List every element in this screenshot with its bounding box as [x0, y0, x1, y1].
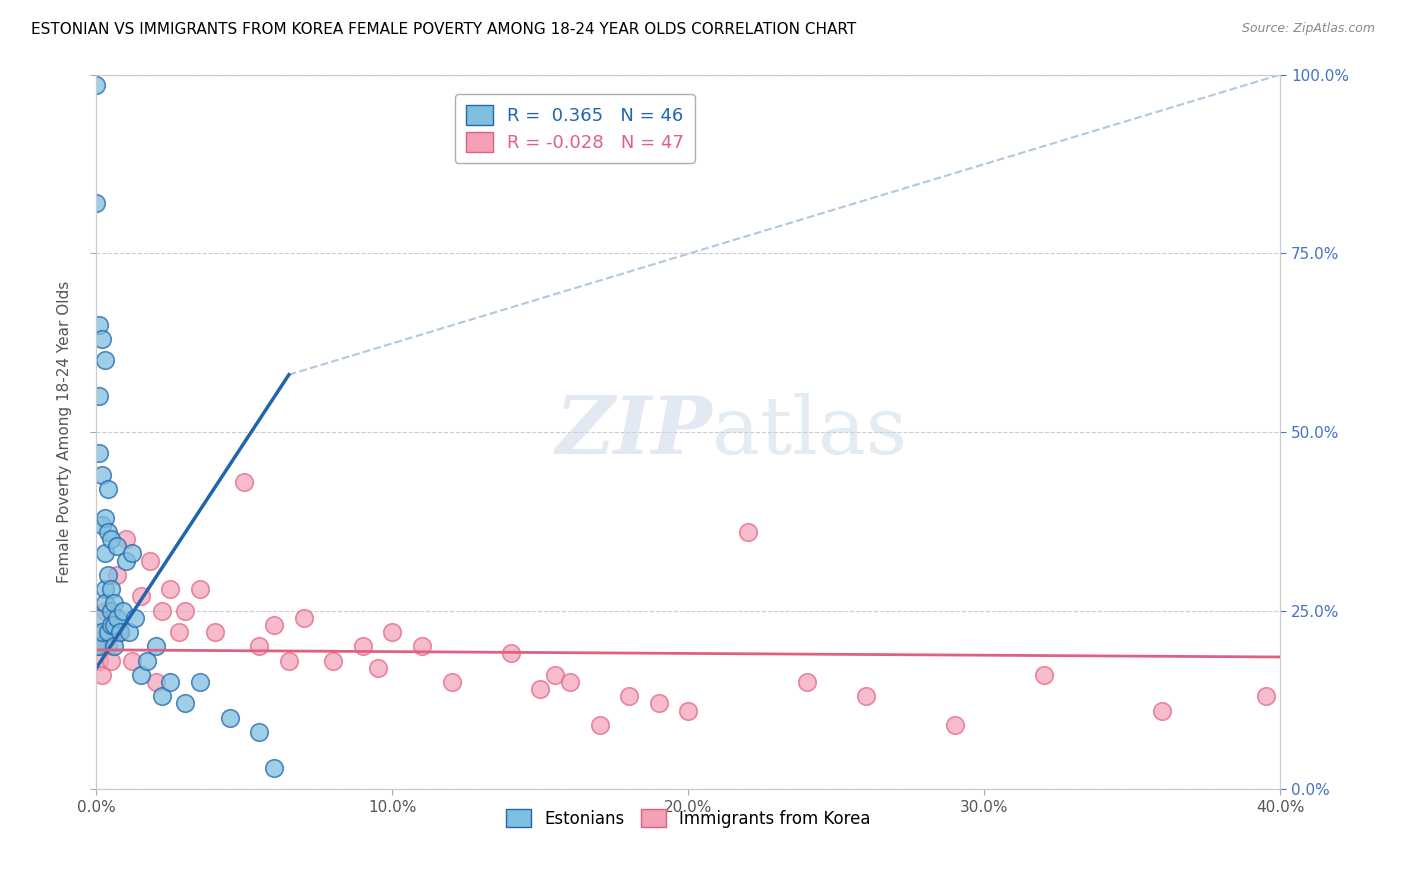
Point: [174, 603, 197, 617]
Point: [91, 517, 114, 532]
Point: [277, 654, 299, 668]
Point: [94, 510, 117, 524]
Point: [94, 596, 117, 610]
Point: [115, 532, 138, 546]
Point: [558, 675, 581, 690]
Point: [86, 640, 108, 654]
Point: [103, 596, 125, 610]
Point: [588, 718, 610, 732]
Point: [97, 567, 120, 582]
Text: Source: ZipAtlas.com: Source: ZipAtlas.com: [1241, 22, 1375, 36]
Point: [118, 625, 141, 640]
Point: [94, 546, 117, 560]
Point: [97, 625, 120, 640]
Legend: Estonians, Immigrants from Korea: Estonians, Immigrants from Korea: [499, 803, 877, 835]
Point: [129, 589, 152, 603]
Point: [943, 718, 966, 732]
Point: [121, 546, 143, 560]
Point: [89, 446, 111, 460]
Point: [247, 640, 270, 654]
Point: [1150, 704, 1173, 718]
Point: [100, 654, 122, 668]
Point: [648, 697, 671, 711]
Text: ESTONIAN VS IMMIGRANTS FROM KOREA FEMALE POVERTY AMONG 18-24 YEAR OLDS CORRELATI: ESTONIAN VS IMMIGRANTS FROM KOREA FEMALE…: [31, 22, 856, 37]
Point: [263, 617, 285, 632]
Point: [86, 78, 108, 93]
Point: [174, 697, 197, 711]
Point: [103, 625, 125, 640]
Point: [124, 610, 146, 624]
Point: [247, 725, 270, 739]
Point: [91, 467, 114, 482]
Point: [218, 711, 240, 725]
Point: [105, 610, 128, 624]
Point: [89, 389, 111, 403]
Point: [139, 553, 162, 567]
Point: [796, 675, 818, 690]
Point: [100, 603, 122, 617]
Point: [411, 640, 433, 654]
Point: [159, 582, 181, 596]
Point: [103, 640, 125, 654]
Point: [89, 318, 111, 332]
Point: [188, 675, 211, 690]
Point: [86, 640, 108, 654]
Point: [91, 668, 114, 682]
Point: [855, 690, 877, 704]
Point: [381, 625, 404, 640]
Point: [94, 582, 117, 596]
Point: [86, 196, 108, 211]
Point: [529, 682, 551, 697]
Point: [292, 610, 315, 624]
Point: [89, 654, 111, 668]
Point: [544, 668, 567, 682]
Point: [129, 668, 152, 682]
Point: [105, 567, 128, 582]
Point: [619, 690, 641, 704]
Point: [322, 654, 344, 668]
Point: [352, 640, 374, 654]
Point: [91, 332, 114, 346]
Point: [145, 640, 167, 654]
Y-axis label: Female Poverty Among 18-24 Year Olds: Female Poverty Among 18-24 Year Olds: [58, 281, 72, 583]
Point: [97, 524, 120, 539]
Point: [737, 524, 759, 539]
Point: [100, 617, 122, 632]
Point: [135, 654, 157, 668]
Point: [103, 617, 125, 632]
Point: [112, 603, 135, 617]
Point: [108, 625, 131, 640]
Point: [94, 603, 117, 617]
Point: [97, 640, 120, 654]
Point: [440, 675, 463, 690]
Point: [145, 675, 167, 690]
Point: [233, 475, 256, 489]
Point: [159, 675, 181, 690]
Point: [1254, 690, 1277, 704]
Point: [100, 532, 122, 546]
Point: [150, 603, 173, 617]
Point: [1032, 668, 1054, 682]
Point: [263, 761, 285, 775]
Point: [89, 640, 111, 654]
Point: [105, 539, 128, 553]
Point: [678, 704, 700, 718]
Point: [121, 654, 143, 668]
Point: [367, 661, 389, 675]
Point: [97, 482, 120, 496]
Point: [89, 610, 111, 624]
Point: [499, 647, 522, 661]
Point: [94, 353, 117, 368]
Point: [204, 625, 226, 640]
Point: [169, 625, 191, 640]
Point: [115, 553, 138, 567]
Text: atlas: atlas: [711, 392, 907, 471]
Point: [188, 582, 211, 596]
Point: [91, 625, 114, 640]
Text: ZIP: ZIP: [555, 393, 711, 471]
Point: [100, 582, 122, 596]
Point: [89, 625, 111, 640]
Point: [150, 690, 173, 704]
Point: [108, 625, 131, 640]
